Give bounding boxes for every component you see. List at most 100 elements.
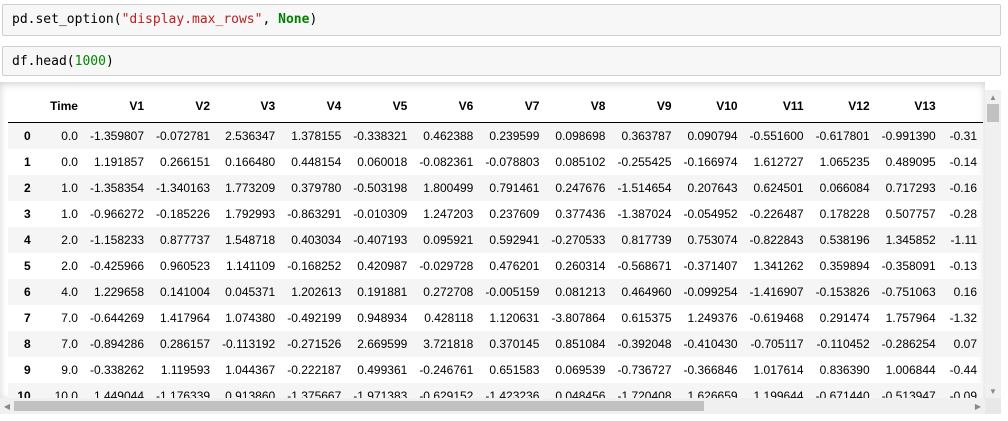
table-cell: 1.0 bbox=[61, 181, 78, 195]
scroll-corner bbox=[985, 398, 1001, 414]
table-row: 6 4.0 1.229658 0.141004 0.045371 1.202613 0.19… bbox=[8, 279, 983, 305]
vertical-scrollbar[interactable]: ▲ ▼ bbox=[985, 90, 1001, 398]
horizontal-scrollbar[interactable]: ◀ ▶ bbox=[0, 398, 985, 414]
code-input[interactable]: df.head(1000) bbox=[3, 47, 1000, 76]
table-cell: 0.370145 bbox=[489, 337, 540, 351]
code-string: "display.max_rows" bbox=[121, 12, 263, 27]
table-cell: -0.617801 bbox=[815, 129, 870, 143]
table-cell: 0.260314 bbox=[555, 259, 606, 273]
table-cell: -1.32 bbox=[949, 311, 977, 325]
table-cell: 0.237609 bbox=[489, 207, 540, 221]
code-text: df.head( bbox=[12, 54, 75, 69]
table-cell: 1.800499 bbox=[423, 181, 474, 195]
row-index: 2 bbox=[24, 181, 31, 195]
table-cell: -0.271526 bbox=[287, 337, 342, 351]
code-cell-df-head[interactable]: df.head(1000) bbox=[2, 46, 1001, 76]
table-cell: 0.489095 bbox=[885, 155, 936, 169]
column-header: V13 bbox=[875, 90, 942, 123]
table-cell: 0.753074 bbox=[687, 233, 738, 247]
table-cell: 0.272708 bbox=[423, 285, 474, 299]
table-cell: 1.0 bbox=[61, 207, 78, 221]
table-cell: -0.072781 bbox=[156, 129, 211, 143]
dataframe-viewport[interactable]: Time V1 V2 V3 V4 V5 V6 V7 V8 V9 V10 V11 V12 V13 0 0.0-… bbox=[8, 90, 983, 398]
table-cell: 1.017614 bbox=[753, 363, 804, 377]
table-cell: -0.113192 bbox=[222, 337, 276, 351]
vertical-scroll-thumb[interactable] bbox=[987, 104, 999, 122]
table-cell: -1.176339 bbox=[156, 389, 211, 398]
table-cell: 0.085102 bbox=[555, 155, 606, 169]
table-cell: 1.120631 bbox=[489, 311, 540, 325]
scroll-left-arrow-icon[interactable]: ◀ bbox=[3, 401, 11, 411]
table-cell: 0.499361 bbox=[357, 363, 408, 377]
table-cell: -0.863291 bbox=[287, 207, 342, 221]
table-cell: -0.082361 bbox=[419, 155, 474, 169]
table-cell: -0.099254 bbox=[683, 285, 738, 299]
table-cell: 0.191881 bbox=[357, 285, 408, 299]
table-cell: 4.0 bbox=[61, 285, 78, 299]
table-cell: -1.359807 bbox=[89, 129, 145, 143]
row-index: 7 bbox=[24, 311, 31, 325]
row-index: 8 bbox=[24, 337, 31, 351]
table-cell: 0.16 bbox=[953, 285, 977, 299]
table-cell: 0.592941 bbox=[489, 233, 540, 247]
row-index: 9 bbox=[24, 363, 31, 377]
table-cell: -0.054952 bbox=[683, 207, 738, 221]
column-header: V2 bbox=[150, 90, 217, 123]
table-cell: 0.095921 bbox=[423, 233, 474, 247]
code-text: ) bbox=[309, 12, 318, 27]
row-index: 5 bbox=[24, 259, 31, 273]
scroll-right-arrow-icon[interactable]: ▶ bbox=[974, 401, 982, 411]
table-cell: 1.341262 bbox=[753, 259, 804, 273]
table-cell: -1.340163 bbox=[156, 181, 211, 195]
column-header: V8 bbox=[545, 90, 612, 123]
table-cell: -0.736727 bbox=[617, 363, 672, 377]
table-row: 5 2.0 -0.425966 0.960523 1.141109 -0.168252 0.… bbox=[8, 253, 983, 279]
table-cell: -0.751063 bbox=[881, 285, 936, 299]
table-cell: 1.006844 bbox=[885, 363, 936, 377]
table-cell: 1.449044 bbox=[93, 389, 145, 398]
table-cell: 0.464960 bbox=[621, 285, 672, 299]
scroll-up-arrow-icon[interactable]: ▲ bbox=[989, 92, 997, 102]
column-header: V6 bbox=[413, 90, 480, 123]
table-cell: -0.255425 bbox=[617, 155, 672, 169]
row-index: 1 bbox=[24, 155, 31, 169]
table-cell: -0.991390 bbox=[881, 129, 936, 143]
horizontal-scroll-thumb[interactable] bbox=[14, 401, 704, 411]
table-cell: 0.069539 bbox=[555, 363, 606, 377]
table-cell: -1.158233 bbox=[89, 233, 145, 247]
table-cell: -1.514654 bbox=[617, 181, 672, 195]
table-cell: 0.045371 bbox=[225, 285, 276, 299]
table-cell: -1.423236 bbox=[485, 389, 540, 398]
table-cell: 9.0 bbox=[61, 363, 78, 377]
table-cell: 0.0 bbox=[61, 155, 78, 169]
column-header: V7 bbox=[479, 90, 546, 123]
table-cell: -0.966272 bbox=[89, 207, 145, 221]
code-text: pd.set_option( bbox=[12, 12, 122, 27]
table-cell: -0.513947 bbox=[881, 389, 936, 398]
table-cell: -0.09 bbox=[949, 389, 977, 398]
table-cell: 0.286157 bbox=[160, 337, 211, 351]
table-cell: -0.492199 bbox=[287, 311, 342, 325]
table-cell: -0.166974 bbox=[683, 155, 738, 169]
table-cell: 0.960523 bbox=[160, 259, 211, 273]
table-cell: -0.029728 bbox=[419, 259, 474, 273]
header-row: Time V1 V2 V3 V4 V5 V6 V7 V8 V9 V10 V11 V12 V13 bbox=[8, 90, 983, 123]
table-cell: -0.16 bbox=[949, 181, 977, 195]
table-cell: 1.417964 bbox=[160, 311, 211, 325]
scroll-down-arrow-icon[interactable]: ▼ bbox=[989, 386, 997, 396]
table-cell: 1.792993 bbox=[225, 207, 276, 221]
table-cell: 0.098698 bbox=[555, 129, 606, 143]
table-cell: 0.462388 bbox=[423, 129, 474, 143]
table-cell: 0.836390 bbox=[819, 363, 870, 377]
column-header bbox=[941, 90, 983, 123]
table-cell: -1.720408 bbox=[617, 389, 672, 398]
table-cell: 0.403034 bbox=[291, 233, 342, 247]
code-input[interactable]: pd.set_option("display.max_rows", None) bbox=[3, 5, 1000, 34]
code-cell-set-option[interactable]: pd.set_option("display.max_rows", None) bbox=[2, 4, 1001, 36]
table-cell: -1.971383 bbox=[353, 389, 408, 398]
table-cell: -0.822843 bbox=[749, 233, 804, 247]
table-cell: 0.359894 bbox=[819, 259, 870, 273]
table-cell: 0.791461 bbox=[489, 181, 540, 195]
table-cell: 1.191857 bbox=[93, 155, 145, 169]
table-cell: 0.0 bbox=[61, 129, 78, 143]
